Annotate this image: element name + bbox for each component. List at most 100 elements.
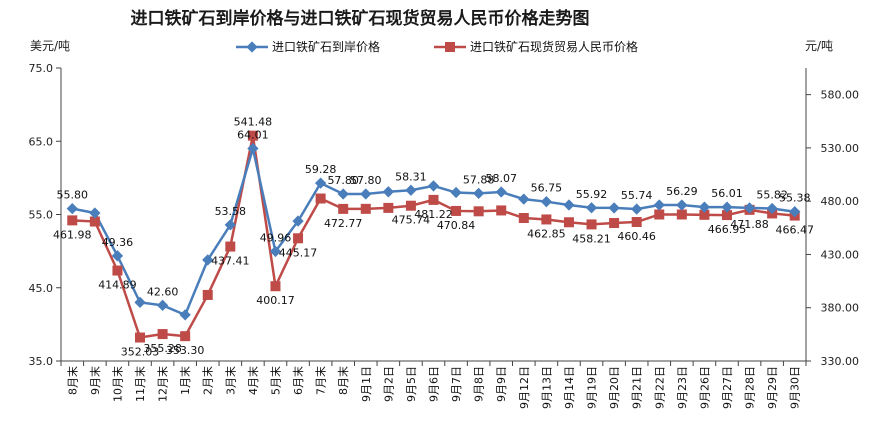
series-2-point [699,209,710,220]
x-category-label: 9月23日 [676,366,689,409]
series-1-data-label: 57.80 [327,174,359,187]
legend-marker-series-2 [445,42,455,52]
series-1-point [789,206,801,218]
x-category-label: 3月末 [223,366,237,395]
series-2-data-label: 475.74 [392,214,431,227]
series-1-data-label: 42.60 [147,285,179,298]
left-tick-label: 55.0 [29,209,54,222]
series-1-point [405,184,417,196]
series-2-point [609,218,620,229]
series-2-data-label: 437.41 [211,255,250,268]
series-2-point [631,217,642,228]
series-2-point [383,202,394,213]
series-2-data-label: 541.48 [234,116,273,129]
series-1-point [495,186,507,198]
x-category-label: 9月29日 [766,366,779,409]
series-2-point [360,203,371,214]
series-1-point [247,142,259,155]
series-1-data-label: 55.38 [779,192,811,205]
series-1-data-label: 55.92 [576,188,608,201]
x-category-label: 9月9日 [495,366,508,402]
x-category-label: 8月末 [336,366,350,395]
plot-area: 35.0 45.0 55.0 65.0 75.0 330.00 380.00 430.00 48… [29,62,860,409]
legend-item-series-1: 进口铁矿石到岸价格 [236,39,380,54]
series-2-data-label: 461.98 [53,228,92,241]
x-category-label: 2月末 [201,366,215,395]
series-2-point [135,332,146,343]
series-2-point [112,265,123,276]
series-1-point [360,188,372,200]
series-2-point [473,206,484,217]
left-tick-label: 35.0 [29,355,54,368]
x-category-label: 10月末 [110,366,124,402]
series-2-point [428,194,439,205]
x-category-label: 9月28日 [744,366,757,409]
series-1-point [382,186,395,198]
series-1-point [179,309,191,321]
series-1-point [743,202,756,214]
series-2-data-label: 466.95 [708,223,747,236]
series-2-point [676,209,687,220]
series-2-data-label: 400.17 [256,294,295,307]
x-category-label: 9月26日 [698,366,711,409]
series-2-point [225,241,236,252]
series-1-data-label: 57.88 [463,173,495,186]
x-category-label: 9月20日 [608,366,621,409]
left-axis-unit: 美元/吨 [30,39,70,53]
series-1-point [563,199,575,211]
series-2-data-label: 466.47 [775,224,814,237]
x-category-label: 9月2日 [382,366,395,402]
right-tick-label: 430.00 [821,248,860,261]
x-category-label: 12月末 [156,366,170,402]
series-1-point [292,215,304,227]
series-2-point [315,193,326,204]
series-2-point [654,209,665,220]
series-1-point [698,201,711,213]
series-1-point [337,188,349,200]
series-1-data-label: 57.80 [350,174,382,187]
series-1-data-label: 55.82 [756,188,788,201]
series-1-point [585,202,598,214]
x-category-label: 9月22日 [653,366,666,409]
series-2-data-label: 353.30 [166,344,205,357]
series-1-data-label: 56.29 [666,185,698,198]
series-2-point [89,216,100,227]
x-category-label: 9月19日 [586,366,599,409]
series-2-point [338,203,349,214]
series-2-point [586,219,597,230]
right-axis-unit: 元/吨 [805,39,833,53]
series-2-point [293,233,304,244]
series-2-data-label: 470.84 [437,219,476,232]
series-2-point [202,289,213,300]
x-category-label: 9月7日 [450,366,463,402]
series-1-point [653,199,665,211]
series-2-point [721,210,732,221]
series-1-point [269,245,282,258]
series-1-point [540,196,553,208]
x-category-label: 9月13日 [540,366,553,409]
series-2-point [270,281,281,292]
series-1-line [72,148,795,317]
x-category-label: 9月12日 [518,366,531,409]
series-1-data-label: 49.36 [102,236,134,249]
right-tick-label: 580.00 [821,89,860,102]
x-category-label: 9月6日 [428,366,441,402]
series-1-point [156,299,169,311]
legend-label-series-2: 进口铁矿石现货贸易人民币价格 [470,39,638,54]
series-1-point [472,187,485,200]
series-1-data-label: 64.01 [237,129,269,142]
series-1-data-label: 53.58 [215,205,247,218]
x-category-label: 4月末 [246,366,260,395]
series-2-data-label: 445.17 [279,246,318,259]
series-2-point [451,205,462,216]
series-2-point [518,213,529,224]
series-2-line [72,135,795,339]
series-2-data-label: 460.46 [617,230,656,243]
x-category-label: 9月8日 [473,366,486,402]
series-2-data-label: 471.88 [730,218,769,231]
left-tick-label: 65.0 [29,135,54,148]
series-1-point [134,296,146,309]
x-category-label: 8月末 [65,366,79,395]
series-1-data-label: 56.01 [711,187,743,200]
